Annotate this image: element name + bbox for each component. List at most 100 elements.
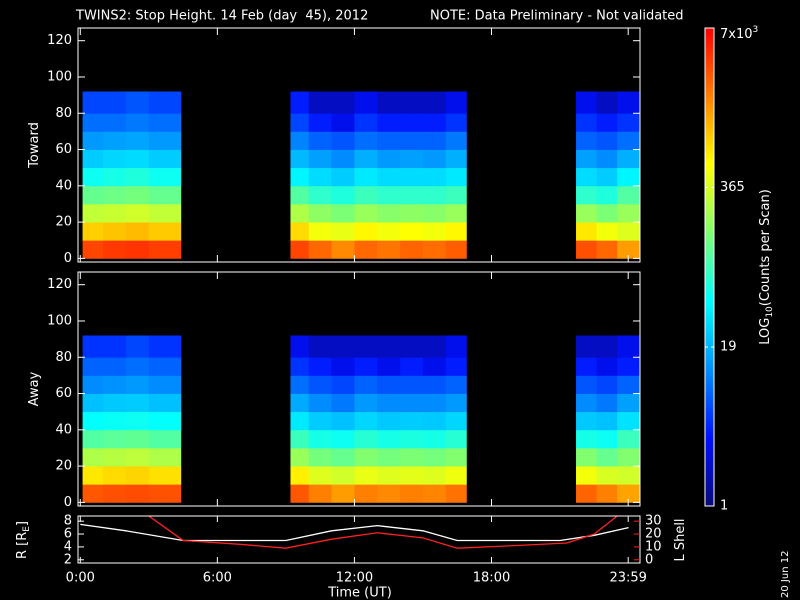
y-tick-label: 40 — [55, 178, 72, 193]
heatmap-cell — [103, 447, 127, 467]
line-plot — [80, 516, 629, 549]
heatmap-cell — [82, 149, 104, 169]
heatmap-cell — [125, 447, 150, 467]
heatmap-cell — [103, 375, 127, 394]
heatmap-cell — [148, 484, 182, 503]
heatmap-cell — [422, 222, 447, 241]
heatmap-cell — [422, 375, 447, 394]
y-tick-label: 100 — [47, 69, 72, 84]
series-line — [80, 523, 629, 542]
date-stamp: 20 Jun 12 — [780, 551, 791, 598]
heatmap-cell — [377, 335, 401, 358]
y-axis-title-part: E — [22, 526, 32, 532]
heatmap-cell — [422, 411, 447, 431]
heatmap-cell — [617, 149, 641, 169]
heatmap-cell — [596, 393, 618, 413]
heatmap-cell — [125, 185, 150, 205]
y-tick-label: 80 — [55, 106, 72, 121]
heatmap-cell — [445, 335, 467, 358]
y-tick-label: 2 — [64, 552, 72, 567]
heatmap-cell — [103, 240, 127, 259]
y-tick-label: 0 — [64, 495, 72, 510]
colorbar-title-part: 10 — [765, 306, 775, 318]
heatmap-cell — [354, 447, 378, 467]
heatmap-cell — [308, 484, 332, 503]
heatmap-cell — [596, 411, 618, 431]
heatmap-cell — [596, 91, 618, 114]
heatmap-cell — [617, 91, 641, 114]
heatmap-cell — [148, 240, 182, 259]
heatmap-cell — [308, 240, 332, 259]
heatmap-cell — [422, 466, 447, 485]
heatmap-cell — [422, 357, 447, 376]
heatmap-cell — [290, 447, 310, 467]
heatmap-cell — [596, 447, 618, 467]
heatmap-cell — [400, 466, 424, 485]
heatmap-cell — [290, 375, 310, 394]
heatmap-cell — [445, 447, 467, 467]
heatmap-cell — [354, 375, 378, 394]
y-tick-label: 120 — [47, 277, 72, 292]
heatmap-cell — [445, 131, 467, 150]
heatmap-cell — [400, 357, 424, 376]
heatmap-cell — [596, 357, 618, 376]
heatmap-cell — [617, 447, 641, 467]
heatmap-cell — [82, 185, 104, 205]
heatmap-cell — [576, 222, 597, 241]
heatmap-cell — [576, 167, 597, 187]
heatmap-cell — [331, 91, 355, 114]
y-tick-label: 120 — [47, 33, 72, 48]
heatmap-cell — [576, 466, 597, 485]
heatmap-cell — [331, 375, 355, 394]
heatmap-cell — [331, 429, 355, 449]
heatmap-cell — [148, 131, 182, 150]
heatmap-cell — [354, 393, 378, 413]
panel-frame — [77, 27, 641, 263]
heatmap-cell — [125, 466, 150, 485]
heatmap-cell — [576, 357, 597, 376]
heatmap-cell — [103, 167, 127, 187]
heatmap-cell — [422, 393, 447, 413]
heatmap-cell — [422, 167, 447, 187]
heatmap-cell — [82, 240, 104, 259]
heatmap-cell — [148, 411, 182, 431]
heatmap-cell — [125, 375, 150, 394]
heatmap-cell — [331, 203, 355, 223]
heatmap-cell — [377, 167, 401, 187]
heatmap-cell — [377, 91, 401, 114]
heatmap-cell — [308, 222, 332, 241]
heatmap-cell — [148, 91, 182, 114]
heatmap-cell — [82, 484, 104, 503]
heatmap-cell — [576, 447, 597, 467]
heatmap-cell — [148, 167, 182, 187]
heatmap-cell — [125, 393, 150, 413]
heatmap-cell — [576, 484, 597, 503]
heatmap-cell — [576, 113, 597, 132]
heatmap-cell — [354, 240, 378, 259]
heatmap-cell — [445, 411, 467, 431]
heatmap-cell — [308, 411, 332, 431]
heatmap-cell — [377, 466, 401, 485]
heatmap-cell — [103, 411, 127, 431]
heatmap-cell — [400, 91, 424, 114]
heatmap-cell — [308, 429, 332, 449]
heatmap-cell — [617, 185, 641, 205]
heatmap-cell — [377, 411, 401, 431]
heatmap-cell — [125, 335, 150, 358]
heatmap-cell — [148, 357, 182, 376]
heatmap-cell — [125, 203, 150, 223]
heatmap-cell — [400, 185, 424, 205]
heatmap-cell — [148, 429, 182, 449]
heatmap-cell — [82, 393, 104, 413]
panel-frame — [77, 271, 641, 507]
heatmap-cell — [445, 167, 467, 187]
heatmap-cell — [377, 484, 401, 503]
heatmap-cell — [377, 447, 401, 467]
heatmap-cell — [617, 203, 641, 223]
heatmap-cell — [148, 149, 182, 169]
heatmap-cell — [290, 484, 310, 503]
heatmap-cell — [331, 447, 355, 467]
heatmap-cell — [445, 113, 467, 132]
heatmap-cell — [617, 131, 641, 150]
heatmap-cell — [596, 185, 618, 205]
